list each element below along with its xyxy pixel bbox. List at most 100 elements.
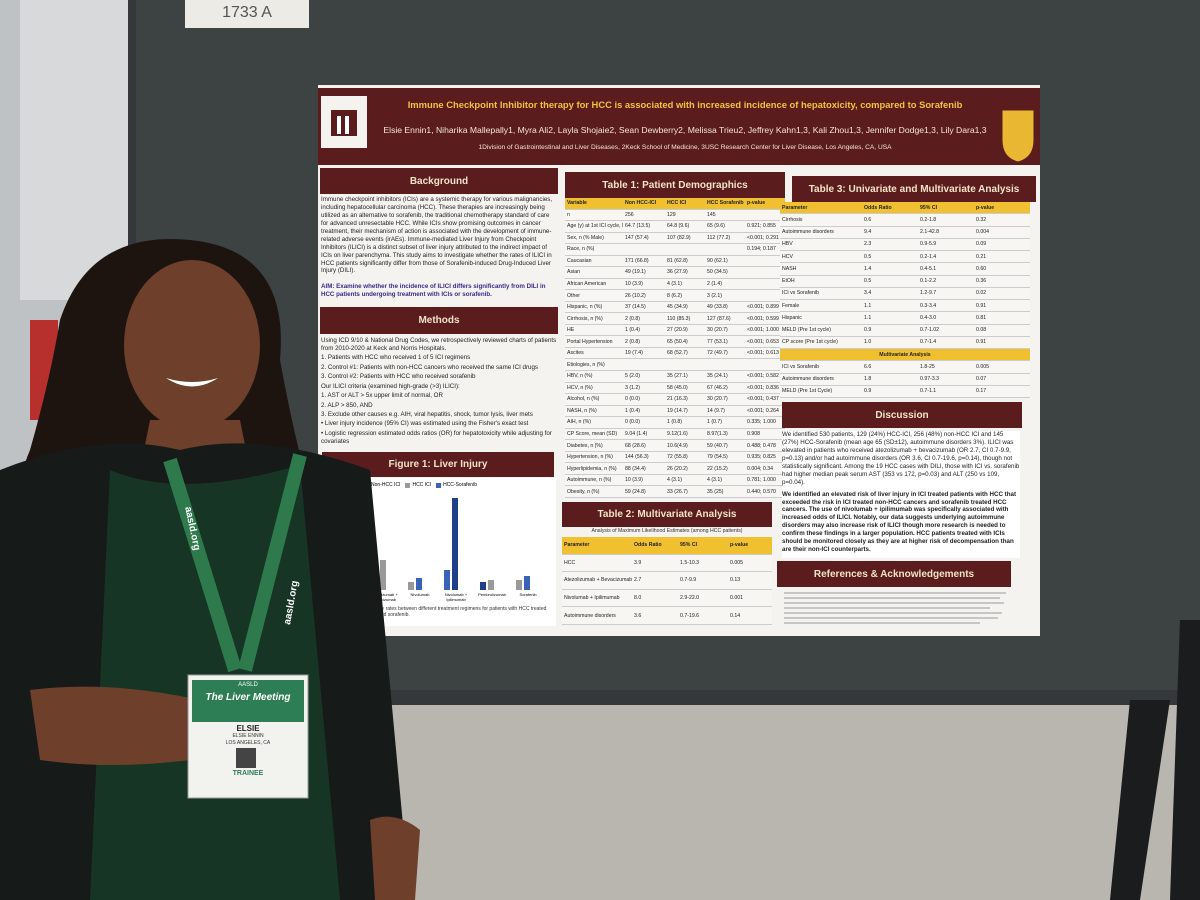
figure-caption: Liver injury rates between different tre…	[360, 606, 547, 618]
table-cell: 0.7-1.1	[918, 386, 974, 398]
table-cell: 64.7 (13.5)	[623, 221, 665, 233]
table-cell: HBV, n (%)	[565, 371, 623, 383]
table-cell: 0.2-1.8	[918, 214, 974, 227]
table-cell: Race, n (%)	[565, 244, 623, 256]
table-cell: 65 (50.4)	[665, 336, 705, 348]
table-cell: 0.440; 0.570	[745, 486, 785, 498]
table-cell: 14 (9.7)	[705, 406, 745, 418]
table-cell: MELD (Pre 1st cycle)	[780, 325, 862, 337]
figure-bar	[488, 580, 494, 590]
table-cell: 0.81	[974, 312, 1030, 325]
table-cell: NASH	[780, 263, 862, 276]
figure-category: Nivolumab	[410, 592, 430, 597]
methods-line: Our ILICI criteria (examined high-grade …	[321, 382, 460, 390]
table-cell	[745, 359, 785, 371]
table-cell: 1 (0.8)	[665, 417, 705, 429]
table-cell: Etiologies, n (%)	[565, 359, 623, 371]
table-cell: 1.4	[862, 263, 918, 276]
table-cell: 21 (16.3)	[665, 394, 705, 406]
hand	[370, 816, 420, 900]
methods-line: • Liver injury incidence (95% CI) was es…	[321, 420, 529, 428]
table-cell: <0.001; 0.599	[745, 313, 785, 325]
table-cell: 8 (6.2)	[665, 290, 705, 302]
section-heading: Methods	[320, 307, 558, 334]
authors: Elsie Ennin1, Niharika Mallepally1, Myra…	[383, 125, 987, 135]
ceiling	[20, 0, 130, 300]
methods-line: 1. AST or ALT > 5x upper limit of normal…	[321, 392, 443, 400]
methods-line: 3. Control #2: Patients with HCC who rec…	[321, 373, 476, 381]
table-cell: Diabetes, n (%)	[565, 440, 623, 452]
table-header-cell: Parameter	[780, 202, 862, 215]
badge-name: ELSIE	[236, 724, 260, 733]
table-cell: Age (y) at 1st ICI cycle, Mean (SD)	[565, 221, 623, 233]
table-cell: 88 (34.4)	[623, 463, 665, 475]
table-cell: Cirrhosis	[780, 214, 862, 227]
table-cell: 79 (54.5)	[705, 452, 745, 464]
legend-item: HCC ICI	[405, 482, 431, 488]
table-cell: Hyperlipidemia, n (%)	[565, 463, 623, 475]
smile	[166, 378, 218, 387]
legend-label: Non-HCC ICI	[371, 482, 401, 488]
table-cell: 3.9	[632, 555, 678, 573]
section-heading: Table 1: Patient Demographics	[565, 172, 785, 198]
table-cell: HCC	[562, 555, 632, 573]
table-cell: 0.005	[728, 555, 772, 573]
table-cell: Hispanic	[780, 312, 862, 325]
table-cell: 49 (19.1)	[623, 267, 665, 279]
table-cell: 0.91	[974, 337, 1030, 349]
table-cell: 0.32	[974, 214, 1030, 227]
table-cell: Caucasian	[565, 256, 623, 268]
table-cell	[665, 359, 705, 371]
table-cell: 26 (20.2)	[665, 463, 705, 475]
table-cell: 0.2-1.4	[918, 251, 974, 264]
table-cell: 1.8	[862, 374, 918, 386]
table-cell: 256	[623, 210, 665, 222]
table-cell: 0.3-3.4	[918, 300, 974, 313]
figure-bar	[408, 582, 414, 590]
legend-label: HCC-Sorafenib	[443, 482, 477, 488]
legend-label: HCC ICI	[412, 482, 432, 488]
table-cell: <0.001; 1.000	[745, 325, 785, 337]
figure-category: Atezolizumab + Bevacizumab	[370, 592, 398, 602]
badge-event: The Liver Meeting	[205, 692, 291, 703]
table-cell: 0.004	[974, 227, 1030, 239]
table-subtitle: Analysis of Maximum Likelihood Estimates…	[591, 528, 743, 534]
table-cell: 67 (46.2)	[705, 383, 745, 395]
section-heading: Table 2: Multivariate Analysis	[562, 502, 772, 527]
section-heading: Table 3: Univariate and Multivariate Ana…	[792, 176, 1036, 202]
table-cell: 1 (0.4)	[623, 325, 665, 337]
table-cell: 50 (34.5)	[705, 267, 745, 279]
methods-text: Using ICD 9/10 & National Drug Codes, we…	[321, 337, 557, 447]
table-cell: 127 (87.6)	[705, 313, 745, 325]
affiliations: 1Division of Gastrointestinal and Liver …	[478, 144, 892, 151]
table-cell: <0.001; 0.653	[745, 336, 785, 348]
table-cell: 0.7-9.9	[678, 572, 728, 590]
table-cell	[705, 359, 745, 371]
table-cell: 2 (1.4)	[705, 279, 745, 291]
table-cell: ICI vs Sorafenib	[780, 288, 862, 300]
methods-line: 3. Exclude other causes e.g. AIH, viral …	[321, 411, 533, 418]
table-cell: 1.8-25	[918, 361, 974, 374]
table-cell: 3.4	[862, 288, 918, 300]
figure-category: Sorafenib	[519, 592, 537, 597]
table-cell: 0.7-19.6	[678, 607, 728, 625]
table-cell: CP score (Pre 1st cycle)	[780, 337, 862, 349]
table-cell: 0.5	[862, 276, 918, 288]
table-cell: Ascites	[565, 348, 623, 360]
table-header-cell: p-value	[974, 202, 1030, 215]
table-cell: 0.13	[728, 572, 772, 590]
arm	[30, 686, 200, 765]
table-cell: Cirrhosis, n (%)	[565, 313, 623, 325]
discussion-paragraph: We identified 530 patients, 129 (24%) HC…	[782, 431, 1020, 486]
table-cell: 19 (7.4)	[623, 348, 665, 360]
table-cell: 19 (14.7)	[665, 406, 705, 418]
table-cell: 65 (9.6)	[705, 221, 745, 233]
table-cell: 8.0	[632, 590, 678, 608]
table-cell: 49 (33.8)	[705, 302, 745, 314]
table-cell: 2.3	[862, 239, 918, 251]
legend-swatch	[405, 482, 411, 488]
sign-text: 1733 A	[222, 4, 272, 21]
table-cell: 9.4	[862, 227, 918, 239]
badge-band	[192, 680, 304, 722]
sign	[185, 0, 309, 28]
